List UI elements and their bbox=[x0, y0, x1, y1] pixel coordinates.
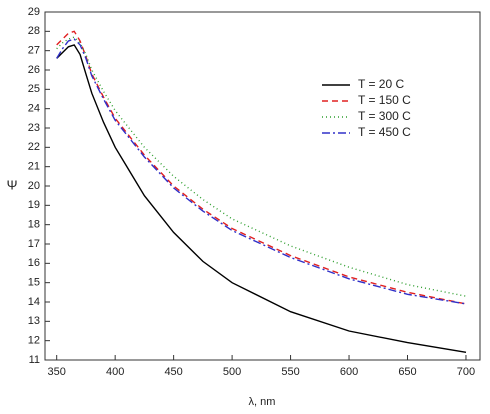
y-tick-label: 21 bbox=[28, 161, 40, 173]
x-tick-label: 450 bbox=[164, 366, 182, 378]
data-line bbox=[56, 36, 467, 297]
y-tick-label: 27 bbox=[28, 45, 40, 57]
y-tick-label: 24 bbox=[28, 103, 40, 115]
x-tick-label: 600 bbox=[340, 366, 358, 378]
legend-label: T = 450 C bbox=[358, 125, 411, 139]
data-line bbox=[56, 30, 467, 305]
y-tick-label: 13 bbox=[28, 315, 40, 327]
y-tick-label: 11 bbox=[29, 354, 40, 366]
y-tick-label: 23 bbox=[28, 122, 40, 134]
y-tick-label: 20 bbox=[28, 180, 40, 192]
legend-label: T = 300 C bbox=[358, 109, 411, 123]
y-tick-label: 17 bbox=[28, 238, 40, 250]
y-tick-label: 26 bbox=[28, 64, 40, 76]
x-tick-label: 400 bbox=[106, 366, 124, 378]
y-tick-label: 19 bbox=[28, 199, 40, 211]
x-tick-label: 550 bbox=[281, 366, 299, 378]
y-tick-label: 16 bbox=[28, 257, 40, 269]
y-tick-label: 12 bbox=[28, 335, 40, 347]
data-line bbox=[56, 38, 467, 305]
x-axis-label: λ, nm bbox=[249, 396, 276, 408]
y-axis-label: Ψ bbox=[7, 177, 18, 192]
y-tick-label: 22 bbox=[28, 141, 40, 153]
y-tick-label: 14 bbox=[28, 296, 40, 308]
legend-label: T = 20 C bbox=[358, 77, 404, 91]
data-line bbox=[56, 44, 467, 353]
y-tick-label: 25 bbox=[28, 83, 40, 95]
y-tick-label: 18 bbox=[28, 219, 40, 231]
x-tick-label: 650 bbox=[398, 366, 416, 378]
y-tick-label: 29 bbox=[28, 6, 40, 18]
y-tick-label: 28 bbox=[28, 25, 40, 37]
x-tick-label: 700 bbox=[457, 366, 475, 378]
x-tick-label: 350 bbox=[48, 366, 66, 378]
plot-frame bbox=[44, 11, 481, 361]
y-tick-label: 15 bbox=[28, 277, 40, 289]
legend-label: T = 150 C bbox=[358, 93, 411, 107]
x-tick-label: 500 bbox=[223, 366, 241, 378]
